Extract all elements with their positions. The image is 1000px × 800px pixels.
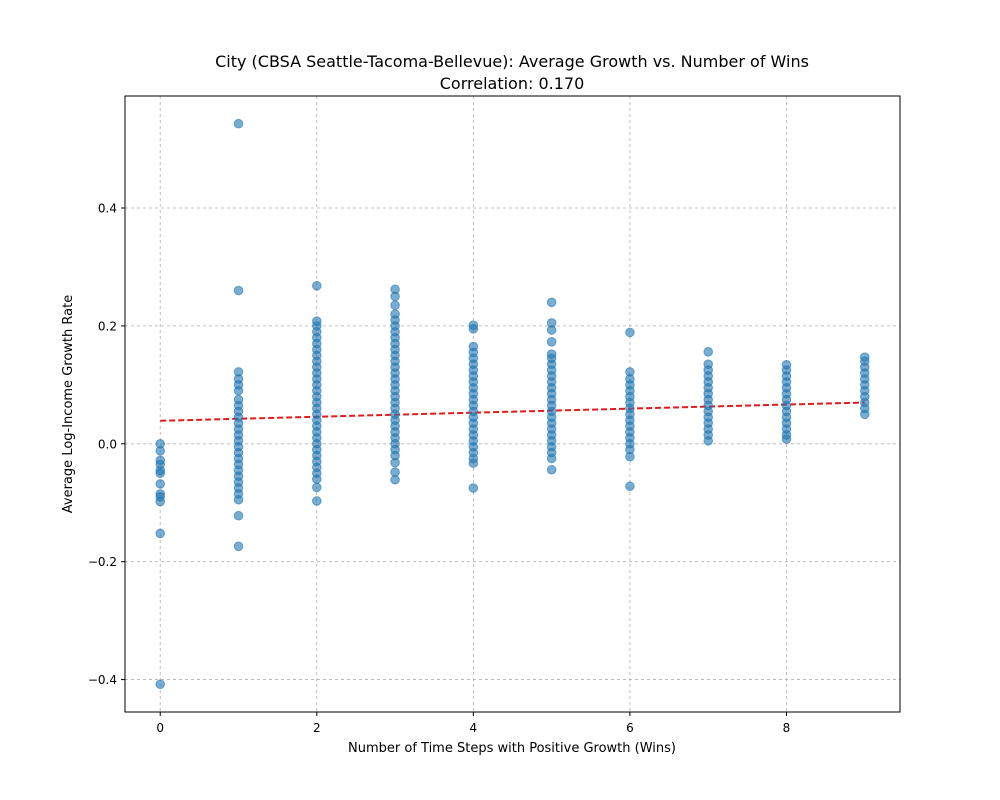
- data-point: [468, 483, 479, 493]
- data-point: [311, 482, 322, 493]
- data-point: [311, 496, 322, 506]
- data-point: [546, 337, 557, 347]
- x-tick: 2: [313, 712, 321, 735]
- data-point: [546, 325, 557, 335]
- x-tick: 4: [470, 712, 478, 735]
- data-point: [155, 496, 166, 507]
- data-point: [468, 324, 479, 334]
- data-point: [390, 474, 400, 485]
- data-point: [390, 457, 400, 468]
- y-tick-label: 0.4: [98, 202, 117, 216]
- x-tick-label: 0: [156, 721, 164, 735]
- data-point: [859, 409, 870, 420]
- y-tick: 0.0: [98, 437, 125, 451]
- y-tick: −0.4: [88, 673, 125, 687]
- chart-title: City (CBSA Seattle-Tacoma-Bellevue): Ave…: [215, 52, 809, 71]
- data-point: [311, 474, 322, 484]
- y-tick: 0.4: [98, 202, 125, 216]
- x-tick-label: 6: [626, 721, 634, 735]
- data-point: [703, 347, 714, 357]
- data-point: [311, 281, 322, 291]
- y-tick-label: −0.2: [88, 555, 117, 569]
- data-point: [625, 327, 635, 338]
- data-point: [233, 118, 244, 129]
- data-point: [233, 285, 244, 296]
- scatter-points: [155, 118, 870, 690]
- y-tick: −0.2: [88, 555, 125, 569]
- data-point: [155, 679, 166, 690]
- x-tick: 8: [783, 712, 791, 735]
- y-tick-label: 0.2: [98, 319, 117, 333]
- x-axis-label: Number of Time Steps with Positive Growt…: [348, 741, 676, 756]
- data-point: [390, 291, 400, 302]
- y-tick: 0.2: [98, 319, 125, 333]
- x-tick-label: 8: [783, 721, 791, 735]
- x-tick: 0: [156, 712, 164, 735]
- chart-subtitle: Correlation: 0.170: [440, 74, 585, 93]
- data-point: [155, 468, 166, 479]
- x-tick: 6: [626, 712, 634, 735]
- data-point: [390, 300, 400, 311]
- data-point: [233, 510, 244, 521]
- data-point: [625, 451, 635, 462]
- plot-area-frame: [124, 95, 901, 713]
- data-point: [155, 446, 166, 456]
- y-axis-label: Average Log-Income Growth Rate: [61, 295, 76, 513]
- y-axis-ticks: −0.4 −0.2 0.0 0.2 0.4: [88, 202, 125, 687]
- y-tick-label: −0.4: [88, 673, 117, 687]
- data-point: [546, 453, 557, 464]
- x-tick-label: 2: [313, 721, 321, 735]
- trend-line: [160, 401, 865, 422]
- data-point: [781, 434, 792, 444]
- data-point: [546, 464, 557, 475]
- data-point: [233, 385, 244, 396]
- data-point: [468, 458, 479, 469]
- data-point: [233, 494, 244, 505]
- data-point: [155, 479, 166, 489]
- data-point: [625, 481, 635, 492]
- data-point: [233, 541, 244, 552]
- data-point: [546, 297, 557, 308]
- x-axis-ticks: 0 2 4 6 8: [156, 712, 790, 735]
- data-point: [155, 528, 166, 539]
- trend-line-group: [160, 401, 865, 422]
- y-tick-label: 0.0: [98, 437, 117, 451]
- x-tick-label: 4: [470, 721, 478, 735]
- data-point: [703, 436, 714, 446]
